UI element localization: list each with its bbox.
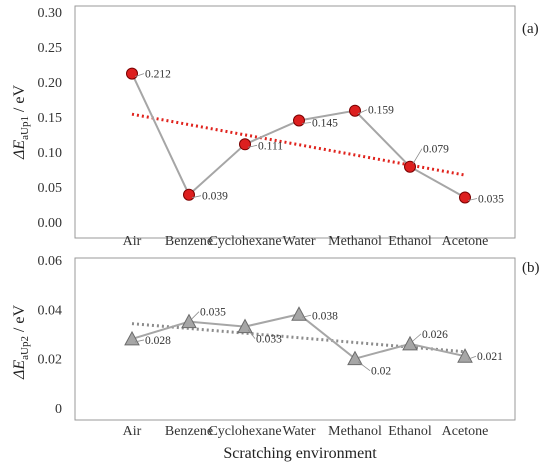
a-y-tick-label: 0.05	[38, 181, 63, 196]
a-data-point	[183, 188, 195, 201]
a-y-tick-label: 0.00	[38, 216, 63, 231]
b-x-tick-label: Acetone	[442, 424, 489, 439]
a-data-point	[293, 114, 305, 127]
a-data-point	[459, 191, 471, 204]
a-series-line	[131, 73, 466, 199]
panel-a-series-group	[126, 67, 471, 204]
a-x-tick-label: Acetone	[442, 234, 489, 249]
panel-b-trendline-group	[131, 322, 466, 354]
panel-a-frame	[74, 5, 516, 239]
a-data-label: 0.079	[423, 144, 449, 156]
a-data-label: 0.111	[258, 140, 283, 152]
b-label-leader	[301, 314, 312, 318]
panel-a-y-axis-title: ΔEaUp1 / eV	[11, 85, 31, 161]
b-trendline	[131, 322, 466, 354]
b-label-leader	[467, 355, 477, 360]
a-y-tick-label: 0.25	[38, 41, 63, 56]
a-y-tick-label: 0.10	[38, 146, 63, 161]
a-data-point	[349, 104, 361, 117]
a-x-tick-label: Cyclohexane	[208, 234, 281, 249]
b-data-label: 0.02	[371, 366, 391, 378]
a-label-leader	[247, 144, 258, 148]
panel-b-y-ticks: 0 0.02 0.04 0.06	[38, 254, 63, 417]
b-data-label: 0.028	[145, 335, 171, 347]
a-x-tick-label: Benzene	[165, 234, 213, 249]
b-data-label: 0.021	[477, 351, 503, 363]
a-trendline	[131, 112, 466, 177]
b-data-point	[402, 335, 418, 351]
b-y-tick-label: 0.04	[38, 303, 63, 318]
panel-b-series-group	[124, 306, 473, 366]
panel-b-y-axis-title: ΔEaUp2 / eV	[11, 305, 31, 381]
a-label-leader	[412, 148, 423, 164]
panel-b-y-axis-title-main: ΔE	[11, 360, 28, 380]
a-data-label: 0.039	[202, 191, 228, 203]
a-label-leader	[301, 122, 312, 124]
b-y-tick-label: 0.06	[38, 254, 63, 269]
b-label-leader	[357, 361, 371, 371]
a-x-tick-label: Methanol	[328, 234, 382, 249]
b-label-leader	[134, 339, 145, 343]
a-data-label: 0.159	[368, 105, 394, 117]
a-data-label: 0.212	[145, 69, 171, 81]
a-y-tick-label: 0.15	[38, 111, 63, 126]
a-data-label: 0.145	[312, 118, 338, 130]
b-data-point	[291, 306, 307, 321]
a-label-leader	[191, 195, 202, 199]
b-data-label: 0.035	[200, 307, 226, 319]
b-x-tick-label: Cyclohexane	[208, 424, 281, 439]
panel-a-label: (a)	[522, 21, 539, 37]
panel-b-label: (b)	[522, 260, 540, 276]
a-y-tick-label: 0.20	[38, 76, 63, 91]
b-data-point	[181, 313, 197, 329]
b-label-leader	[191, 311, 200, 319]
a-data-point	[126, 67, 138, 80]
a-y-tick-label: 0.30	[38, 6, 63, 21]
b-data-point	[237, 318, 253, 334]
b-x-tick-label: Benzene	[165, 424, 213, 439]
a-x-tick-label: Ethanol	[388, 234, 432, 249]
panel-b-y-axis-title-unit: / eV	[11, 305, 28, 337]
a-label-leader	[134, 73, 145, 77]
a-data-label: 0.035	[478, 194, 504, 206]
panel-a-y-ticks: 0.00 0.05 0.10 0.15 0.20 0.25 0.30	[38, 6, 63, 231]
x-axis-title: Scratching environment	[223, 445, 377, 462]
b-y-tick-label: 0	[55, 402, 62, 417]
panel-a-value-labels: 0.212 0.039 0.111 0.145 0.159 0.079 0.035	[134, 69, 504, 206]
b-x-tick-label: Water	[282, 424, 315, 439]
b-y-tick-label: 0.02	[38, 353, 63, 368]
a-label-leader	[467, 198, 478, 201]
a-data-point	[239, 138, 251, 151]
b-data-label: 0.026	[422, 329, 448, 341]
b-label-leader	[247, 329, 256, 339]
a-x-tick-label: Water	[282, 234, 315, 249]
panel-b-frame	[74, 257, 516, 421]
a-x-tick-label: Air	[123, 234, 142, 249]
panel-a-trendline-group	[131, 112, 466, 177]
a-label-leader	[357, 109, 368, 115]
b-x-tick-label: Air	[123, 424, 142, 439]
b-x-tick-label: Ethanol	[388, 424, 432, 439]
panel-a: (a) ΔEaUp1 / eV 0.00 0.05 0.10 0.15 0.20 0.25…	[11, 5, 539, 249]
b-x-tick-label: Methanol	[328, 424, 382, 439]
b-data-label: 0.033	[256, 334, 282, 346]
panel-b-value-labels: 0.028 0.035 0.033 0.038 0.02 0.026 0.021	[134, 307, 503, 378]
b-data-point	[347, 350, 363, 366]
panel-b: (b) ΔEaUp2 / eV 0 0.02 0.04 0.06 Air Benzene…	[11, 254, 540, 462]
a-data-point	[404, 160, 416, 173]
b-label-leader	[412, 333, 422, 342]
panel-a-y-axis-title-unit: / eV	[11, 85, 28, 117]
panel-a-y-axis-title-subscript: aUp1	[19, 116, 31, 140]
panel-b-y-axis-title-subscript: aUp2	[19, 336, 31, 360]
panel-a-y-axis-title-main: ΔE	[11, 140, 28, 160]
b-data-label: 0.038	[312, 310, 338, 322]
